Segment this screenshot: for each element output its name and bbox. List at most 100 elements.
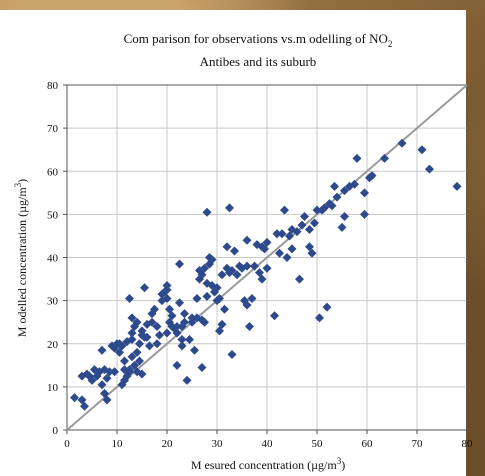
data-point xyxy=(360,188,369,198)
data-point xyxy=(242,235,252,245)
data-point xyxy=(232,270,242,280)
y-tick-label: 80 xyxy=(47,80,59,92)
data-point xyxy=(217,319,227,329)
data-point xyxy=(175,298,184,308)
data-point xyxy=(162,293,172,303)
data-point xyxy=(312,205,322,215)
data-point xyxy=(117,341,127,351)
data-point xyxy=(270,311,279,321)
data-point xyxy=(200,317,209,327)
data-point xyxy=(152,339,162,349)
y-axis-label: M odelled concentration (µg/m3) xyxy=(13,179,29,337)
data-point xyxy=(217,270,227,280)
data-point xyxy=(175,259,184,269)
x-tick-label: 30 xyxy=(212,438,224,450)
data-point xyxy=(340,186,349,196)
x-tick-label: 50 xyxy=(312,438,324,450)
data-point xyxy=(147,317,157,327)
data-point xyxy=(220,304,229,314)
x-tick-label: 10 xyxy=(112,438,124,450)
data-point xyxy=(150,304,159,314)
x-tick-label: 70 xyxy=(412,438,424,450)
chart-title: Com parison for observations vs.m odelli… xyxy=(124,31,393,49)
data-point xyxy=(230,246,239,256)
data-point xyxy=(102,395,112,405)
data-point xyxy=(275,248,284,258)
data-point xyxy=(305,224,314,234)
data-point xyxy=(180,317,189,327)
data-point xyxy=(310,218,319,228)
data-point xyxy=(97,380,107,390)
y-tick-label: 10 xyxy=(47,382,59,394)
data-point xyxy=(250,261,259,271)
data-point xyxy=(247,293,257,303)
data-point xyxy=(185,334,194,344)
data-point xyxy=(155,330,164,340)
data-point xyxy=(212,283,222,293)
data-point xyxy=(127,334,137,344)
data-point xyxy=(367,171,377,181)
data-point xyxy=(127,352,137,362)
data-point xyxy=(70,393,79,403)
data-point xyxy=(167,311,177,321)
y-tick-label: 30 xyxy=(47,296,59,308)
data-point xyxy=(202,291,212,301)
data-point xyxy=(110,367,119,377)
data-point xyxy=(262,263,272,273)
data-point xyxy=(80,401,89,411)
data-point xyxy=(227,350,237,360)
data-point xyxy=(242,261,252,271)
x-tick-label: 60 xyxy=(362,438,374,450)
data-point xyxy=(172,360,182,370)
data-point xyxy=(105,367,114,377)
data-point xyxy=(172,328,182,338)
data-point xyxy=(202,207,212,217)
data-point xyxy=(452,181,462,191)
data-point xyxy=(177,334,187,344)
data-point xyxy=(245,322,254,331)
data-point xyxy=(192,293,202,303)
data-point xyxy=(272,229,282,239)
data-point xyxy=(417,145,427,155)
x-tick-label: 0 xyxy=(64,438,70,450)
data-point xyxy=(132,347,142,357)
data-point xyxy=(87,375,97,385)
data-point xyxy=(162,281,172,291)
data-point xyxy=(330,181,339,191)
data-point xyxy=(215,293,224,303)
data-point xyxy=(322,302,332,312)
data-point xyxy=(350,179,359,189)
data-point xyxy=(332,192,342,202)
data-point xyxy=(172,322,182,331)
data-point xyxy=(137,369,147,379)
data-point xyxy=(200,263,209,273)
data-point xyxy=(145,341,154,351)
data-point xyxy=(135,356,144,366)
data-point xyxy=(187,313,197,323)
data-point xyxy=(380,153,389,163)
chart-subtitle: Antibes and its suburb xyxy=(200,54,317,69)
data-point xyxy=(307,248,317,258)
axis-ticks: 0 10 20 30 40 50 60 70 80 0 10 20 30 40 50 60 70 80 xyxy=(47,80,473,450)
data-point xyxy=(300,212,309,222)
data-point xyxy=(222,242,232,252)
data-point xyxy=(262,237,272,247)
data-point xyxy=(207,255,217,265)
data-point xyxy=(327,201,337,211)
data-point xyxy=(132,317,142,327)
y-tick-label: 40 xyxy=(47,253,59,265)
y-tick-label: 50 xyxy=(47,209,59,221)
data-point xyxy=(352,153,362,163)
data-point xyxy=(152,322,162,331)
x-tick-label: 20 xyxy=(162,438,174,450)
data-point xyxy=(425,164,434,174)
data-point xyxy=(340,212,349,222)
x-axis-label: M esured concentration (µg/m3) xyxy=(191,456,345,472)
data-point xyxy=(227,265,237,275)
y-tick-label: 20 xyxy=(47,339,59,351)
data-point xyxy=(280,205,289,215)
data-point xyxy=(142,332,152,342)
data-point xyxy=(282,253,292,262)
